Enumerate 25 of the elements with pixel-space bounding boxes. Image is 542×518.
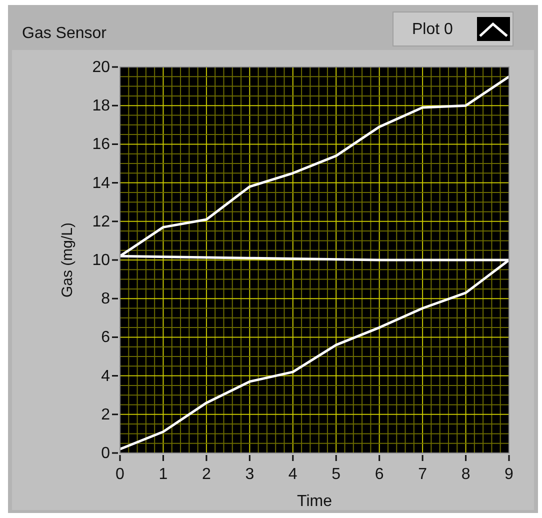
y-tick-label: 0 [101, 445, 110, 462]
x-tick-label: 0 [116, 466, 125, 483]
x-tick-label: 2 [202, 466, 211, 483]
x-tick-label: 7 [418, 466, 428, 483]
x-tick-label: 9 [504, 466, 514, 483]
y-tick-label: 20 [92, 59, 110, 76]
y-tick-label: 12 [92, 213, 110, 230]
legend-label: Plot 0 [412, 21, 454, 38]
y-tick-label: 4 [101, 368, 110, 385]
x-tick-label: 5 [332, 466, 341, 483]
x-tick-label: 3 [245, 466, 254, 483]
x-tick-label: 6 [374, 466, 384, 483]
x-tick-label: 1 [158, 466, 168, 483]
y-tick-label: 10 [92, 252, 110, 269]
x-tick-label: 8 [461, 466, 470, 483]
x-axis-title: Time [297, 493, 332, 510]
y-tick-label: 6 [101, 329, 110, 346]
y-tick-label: 18 [92, 98, 110, 115]
x-tick-label: 4 [288, 466, 298, 483]
chart-title: Gas Sensor [22, 25, 108, 42]
y-tick-label: 2 [101, 406, 110, 424]
y-axis-title: Gas (mg/L) [59, 222, 76, 298]
y-tick-label: 16 [92, 136, 110, 154]
y-tick-label: 14 [92, 174, 110, 192]
y-tick-label: 8 [101, 290, 110, 308]
